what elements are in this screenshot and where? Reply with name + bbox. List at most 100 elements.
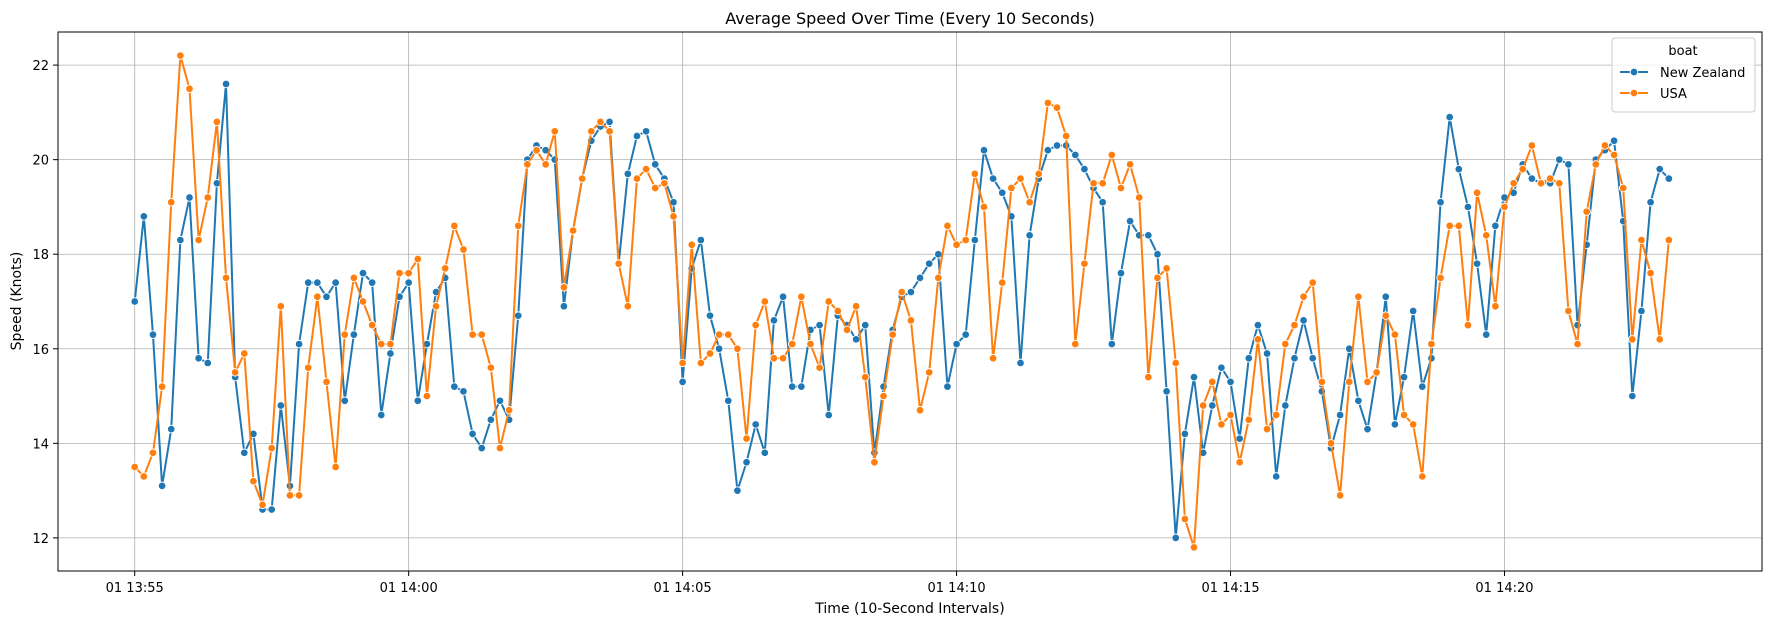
data-point	[833, 306, 843, 316]
data-point	[1016, 174, 1025, 183]
data-point	[1637, 306, 1646, 316]
data-point	[824, 297, 833, 306]
data-point	[1171, 358, 1180, 368]
data-point	[596, 117, 605, 127]
data-point	[166, 424, 176, 434]
data-point	[1545, 174, 1555, 183]
data-point	[1308, 353, 1317, 363]
data-point	[577, 174, 587, 183]
data-point	[1153, 249, 1162, 259]
data-point	[294, 491, 304, 500]
data-point	[468, 330, 477, 339]
data-point	[513, 221, 523, 231]
grid-lines	[58, 32, 1762, 571]
data-point	[413, 396, 423, 406]
data-point	[1226, 377, 1235, 387]
data-point	[650, 160, 660, 169]
data-point	[1235, 434, 1244, 443]
data-point	[422, 391, 432, 401]
data-point	[1189, 372, 1199, 382]
data-point	[404, 278, 413, 287]
data-point	[778, 292, 788, 302]
data-point	[696, 358, 706, 368]
x-tick-label: 01 14:05	[654, 581, 712, 596]
data-point	[322, 377, 331, 387]
data-point	[358, 268, 368, 278]
data-point	[130, 462, 139, 472]
data-point	[1281, 401, 1290, 410]
data-point	[1472, 188, 1482, 197]
data-point	[1098, 197, 1107, 207]
data-point	[1628, 391, 1637, 401]
data-point	[1481, 330, 1491, 339]
data-point	[724, 396, 733, 406]
data-point	[404, 268, 413, 278]
data-point	[303, 363, 313, 372]
x-tick-label: 01 14:10	[928, 581, 986, 596]
data-point	[532, 145, 541, 155]
data-point	[1271, 410, 1281, 420]
data-point	[1144, 231, 1153, 240]
data-point	[1390, 420, 1400, 429]
data-point	[1153, 273, 1162, 283]
data-point	[395, 268, 404, 278]
data-point	[221, 79, 231, 89]
data-point	[605, 117, 614, 127]
data-point	[724, 330, 733, 339]
data-point	[1481, 231, 1491, 240]
data-point	[513, 311, 523, 320]
series-layer	[130, 51, 1674, 552]
data-point	[1454, 164, 1464, 174]
data-point	[1527, 141, 1537, 150]
data-point	[413, 254, 423, 264]
data-point	[815, 320, 824, 330]
data-point	[961, 235, 970, 245]
data-point	[258, 500, 267, 510]
data-point	[1381, 292, 1391, 302]
data-point	[157, 481, 167, 491]
data-point	[1308, 278, 1317, 287]
data-point	[1637, 235, 1646, 245]
data-point	[1518, 164, 1527, 174]
data-point	[349, 330, 359, 339]
data-point	[477, 330, 486, 339]
chart-title: Average Speed Over Time (Every 10 Second…	[725, 9, 1095, 28]
data-point	[1573, 339, 1582, 349]
data-point	[267, 443, 276, 453]
data-point	[906, 316, 916, 325]
data-point	[1408, 420, 1418, 429]
data-point	[1052, 103, 1062, 112]
data-point	[1646, 197, 1655, 207]
data-point	[952, 339, 961, 349]
data-point	[842, 325, 852, 335]
data-point	[194, 353, 203, 363]
data-point	[787, 382, 797, 391]
data-point	[358, 297, 368, 306]
data-point	[1399, 410, 1409, 420]
data-point	[861, 320, 870, 330]
data-point	[1655, 164, 1664, 174]
data-point	[1098, 179, 1107, 188]
data-point	[1025, 231, 1034, 240]
data-point	[1363, 424, 1372, 434]
data-point	[1573, 320, 1582, 330]
data-point	[1281, 339, 1290, 349]
data-point	[367, 278, 377, 287]
data-point	[1600, 141, 1610, 150]
data-point	[1180, 514, 1190, 524]
data-point	[943, 382, 952, 391]
data-point	[1655, 335, 1664, 344]
series-usa	[130, 51, 1674, 552]
data-point	[1500, 202, 1509, 212]
data-point	[176, 51, 185, 60]
data-point	[331, 278, 340, 287]
x-axis-ticks: 01 13:55 01 14:00 01 14:05 01 14:10 01 14:15…	[106, 571, 1534, 596]
data-point	[240, 448, 249, 458]
data-point	[1162, 387, 1171, 396]
data-point	[203, 193, 213, 202]
data-point	[1089, 179, 1098, 188]
data-point	[1591, 160, 1601, 169]
legend-label: USA	[1660, 87, 1687, 102]
data-point	[1290, 320, 1299, 330]
legend-title: boat	[1668, 44, 1697, 59]
